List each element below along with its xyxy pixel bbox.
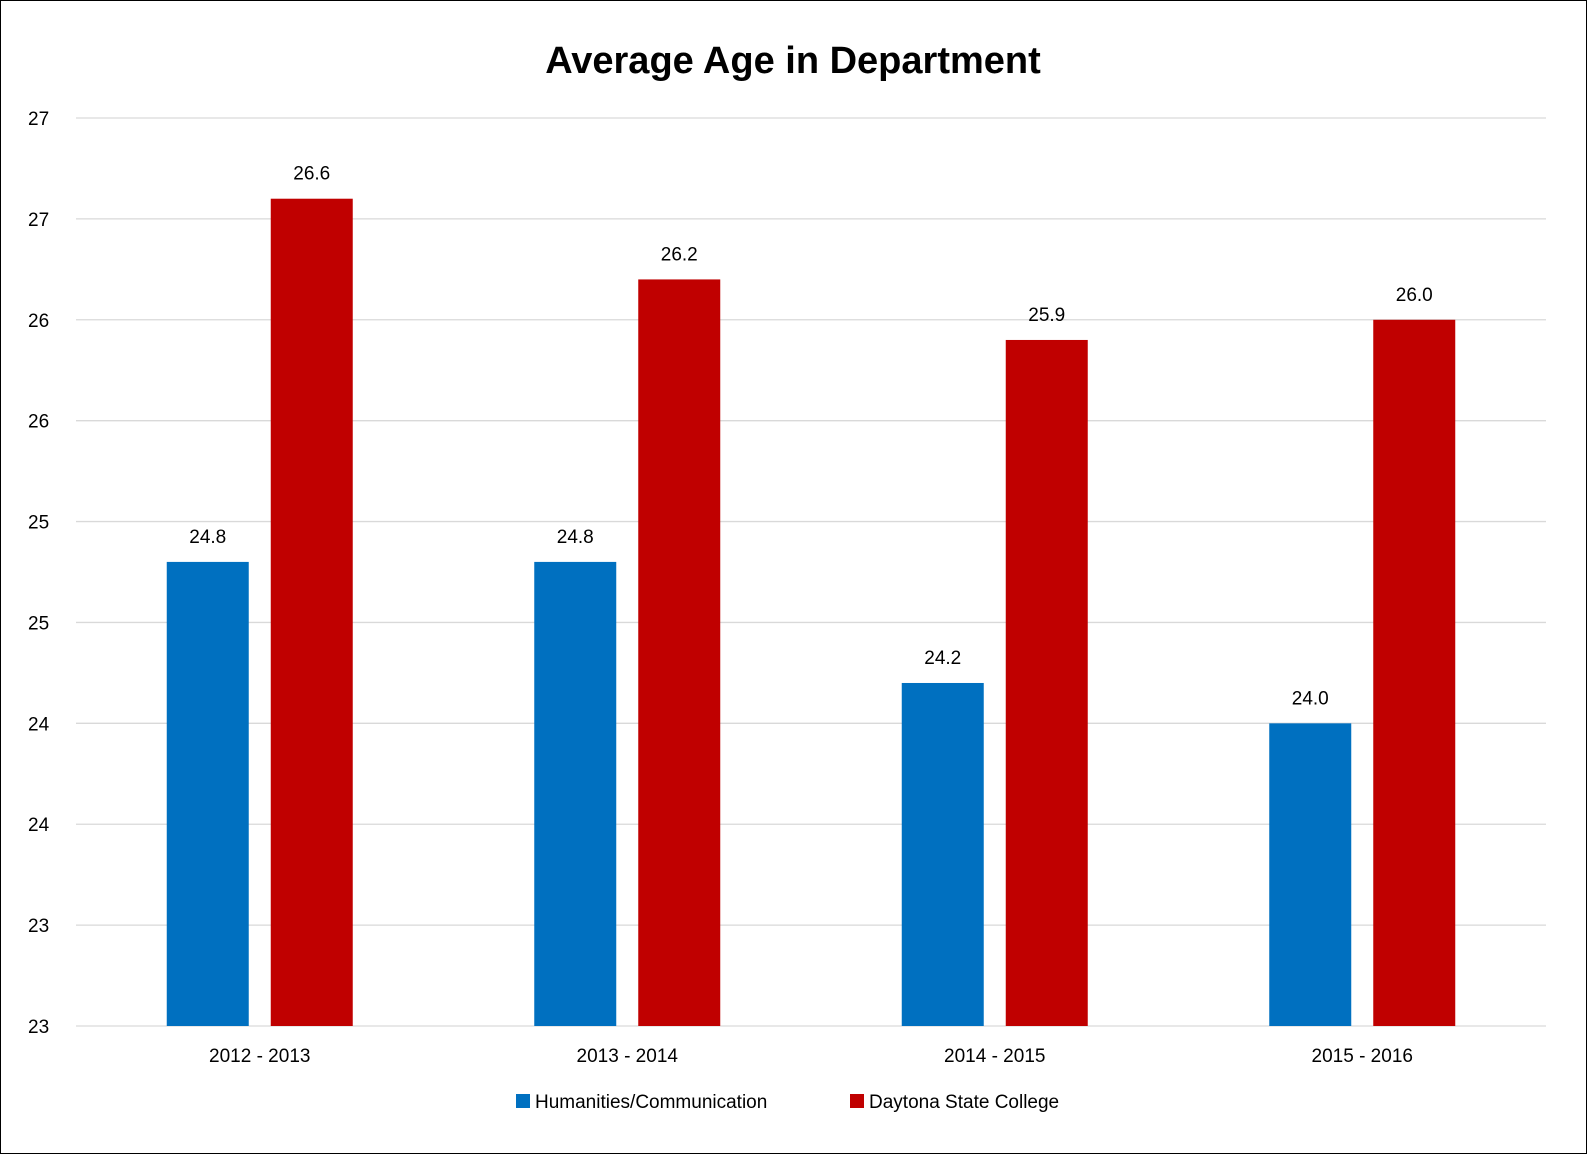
legend-label: Humanities/Communication (535, 1092, 767, 1113)
y-tick-label: 27 (28, 210, 49, 231)
data-label: 24.2 (924, 648, 961, 669)
data-label: 25.9 (1028, 305, 1065, 326)
bar-humanities (534, 561, 617, 1026)
y-tick-label: 26 (28, 412, 49, 433)
legend-swatch-humanities (516, 1094, 530, 1108)
y-tick-label: 25 (28, 613, 49, 634)
data-labels: 24.8 26.6 24.8 26.2 24.2 25.9 24.0 26.0 (189, 164, 1432, 710)
bar-humanities (901, 682, 984, 1026)
data-label: 26.0 (1396, 285, 1433, 306)
y-tick-label: 25 (28, 513, 49, 534)
x-tick-label: 2013 - 2014 (577, 1046, 679, 1067)
y-tick-label: 23 (28, 1017, 49, 1038)
y-tick-label: 24 (28, 714, 50, 735)
legend-label: Daytona State College (869, 1092, 1059, 1113)
bars (166, 198, 1456, 1026)
data-label: 24.8 (189, 527, 226, 548)
data-label: 24.0 (1292, 688, 1329, 709)
y-axis-tick-labels: 23 23 24 24 25 25 26 26 27 27 (28, 109, 50, 1038)
chart-title: Average Age in Department (545, 40, 1041, 82)
bar-daytona (638, 279, 721, 1026)
x-tick-label: 2012 - 2013 (209, 1046, 310, 1067)
y-tick-label: 27 (28, 109, 49, 130)
x-tick-label: 2015 - 2016 (1312, 1046, 1413, 1067)
bar-humanities (166, 561, 249, 1026)
y-tick-label: 24 (28, 815, 50, 836)
y-tick-label: 23 (28, 916, 49, 937)
x-tick-label: 2014 - 2015 (944, 1046, 1045, 1067)
data-label: 26.2 (661, 244, 698, 265)
bar-humanities (1269, 723, 1352, 1026)
bar-daytona (270, 198, 353, 1026)
x-axis-category-labels: 2012 - 2013 2013 - 2014 2014 - 2015 2015 - … (209, 1046, 1413, 1067)
bar-daytona (1373, 319, 1456, 1026)
legend-swatch-daytona (850, 1094, 864, 1108)
bar-daytona (1005, 339, 1088, 1026)
legend: Humanities/Communication Daytona State Co… (516, 1092, 1059, 1113)
data-label: 24.8 (557, 527, 594, 548)
y-tick-label: 26 (28, 311, 49, 332)
data-label: 26.6 (293, 164, 330, 185)
